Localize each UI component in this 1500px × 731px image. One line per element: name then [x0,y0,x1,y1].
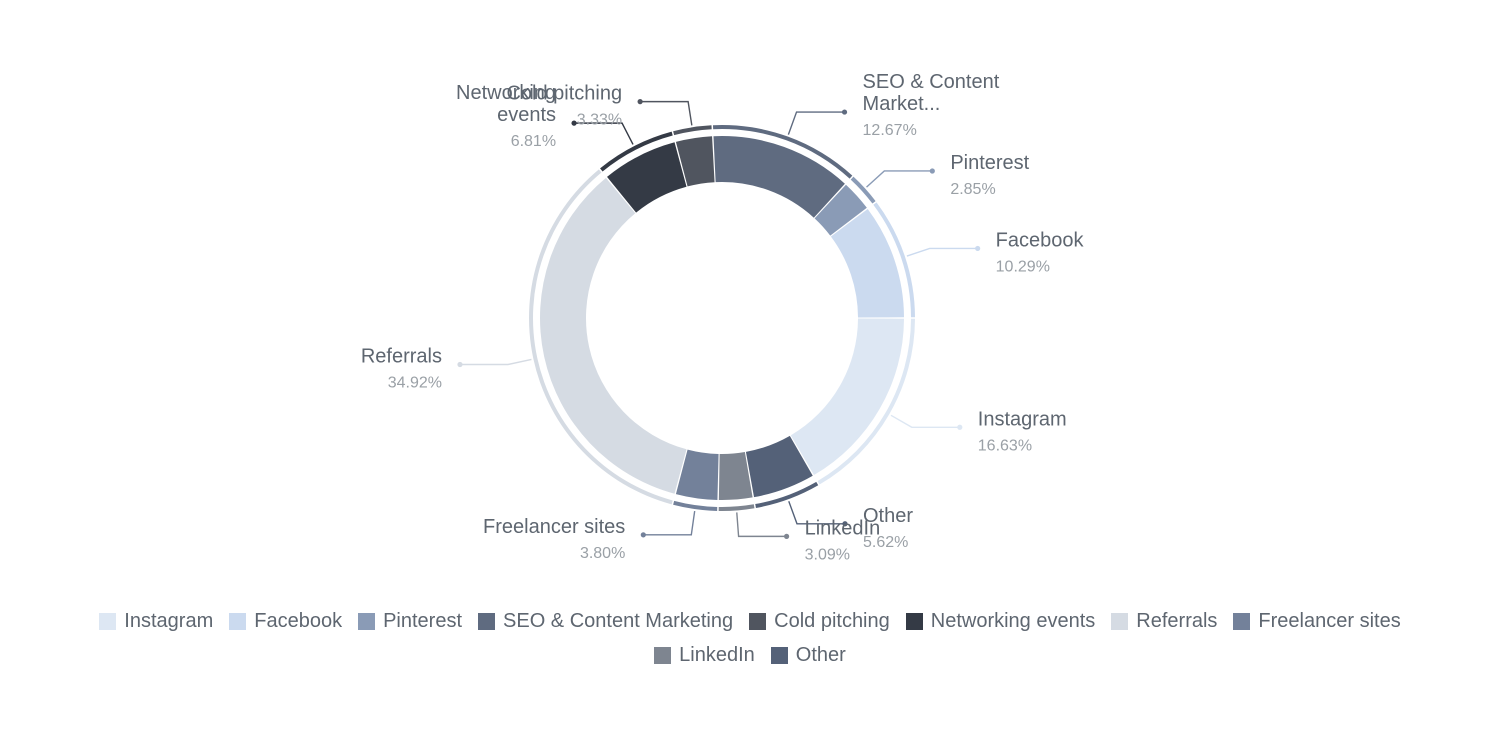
legend-item-pinterest[interactable]: Pinterest [358,610,462,633]
legend-swatch-pinterest [358,612,376,630]
slice-label-seo-and-content-marketing-line-1: SEO & Content [863,71,1000,93]
legend-label-cold-pitching: Cold pitching [774,609,890,632]
leader-dot-pinterest [929,168,935,174]
slice-outer-ring-networking-events [600,131,673,172]
slice-outer-ring-facebook [873,202,915,318]
slice-outer-ring-cold-pitching [673,125,712,136]
leader-line-seo-and-content-marketing [787,111,845,135]
slice-label-cold-pitching: Cold pitching [506,83,622,105]
legend-swatch-networking-events [905,612,923,630]
leader-line-networking-events [574,122,634,145]
legend-item-referrals[interactable]: Referrals [1111,610,1217,633]
slice-outer-ring-freelancer-sites [673,500,718,511]
legend-item-other[interactable]: Other [770,643,846,667]
slice-label-pinterest: Pinterest [950,152,1029,174]
slice-label-linkedin: LinkedIn [805,517,881,539]
legend-label-seo-and-content-marketing: SEO & Content Marketing [503,609,734,632]
leader-line-other [788,500,845,525]
legend-label-freelancer-sites: Freelancer sites [1258,609,1401,632]
leader-dot-cold-pitching [637,99,643,105]
slice-outer-ring-instagram [817,318,915,485]
leader-dot-instagram [957,424,963,430]
slice-outer-ring-other [755,481,819,508]
slice-label-referrals: Referrals [361,345,442,367]
leader-dot-other [842,521,848,527]
legend-item-linkedin[interactable]: LinkedIn [654,644,755,667]
donut-chart: Instagram 16.63% Other 5.62%LinkedIn 3.09% Fr… [361,71,1085,563]
slice-outer-ring-pinterest [850,176,876,204]
slice-pinterest[interactable] [814,184,867,236]
leader-dot-freelancer-sites [640,532,646,538]
slice-percent-seo-and-content-marketing: 12.67% [863,122,917,139]
slice-percent-referrals: 34.92% [388,374,442,391]
slice-percent-networking-events: 6.81% [511,133,556,150]
leader-line-pinterest [866,170,933,188]
legend-label-instagram: Instagram [124,609,214,632]
slice-label-seo-and-content-marketing-line-2: Market... [863,93,941,115]
legend-row-1: Instagram Facebook Pinterest SEO & Content … [0,604,1500,638]
slice-percent-instagram: 16.63% [978,437,1032,454]
leader-line-facebook [906,247,978,257]
slice-percent-freelancer-sites: 3.80% [580,545,625,562]
legend-swatch-facebook [229,612,247,630]
slice-label-other: Other [863,505,913,527]
slice-outer-ring-seo-and-content-marketing [712,125,853,179]
legend-swatch-other [770,646,788,664]
legend-label-pinterest: Pinterest [383,609,463,632]
slice-freelancer-sites[interactable] [675,449,719,500]
slice-percent-linkedin: 3.09% [805,546,850,563]
slice-linkedin[interactable] [718,452,753,500]
slice-label-networking-events-line-1: Networking [456,82,556,104]
slice-label-networking-events-line-2: events [497,104,556,126]
legend-item-networking-events[interactable]: Networking events [905,609,1096,633]
leader-dot-facebook [975,245,981,252]
leader-dot-linkedin [783,533,790,539]
slice-facebook[interactable] [830,208,904,318]
legend-label-networking-events: Networking events [930,609,1096,632]
slice-label-instagram: Instagram [978,408,1067,430]
leader-dot-seo-and-content-marketing [841,109,848,115]
legend-label-linkedin: LinkedIn [679,643,755,666]
leader-line-linkedin [736,512,787,538]
legend: Instagram Facebook Pinterest SEO & Content … [0,604,1500,672]
slice-label-facebook: Facebook [996,229,1085,251]
slice-label-freelancer-sites: Freelancer sites [483,516,625,538]
legend-item-facebook[interactable]: Facebook [229,610,342,633]
slice-seo-and-content-marketing[interactable] [713,135,845,218]
leader-dot-referrals [457,361,463,368]
legend-label-facebook: Facebook [254,609,343,632]
slice-cold-pitching[interactable] [675,136,715,187]
legend-swatch-linkedin [654,646,672,664]
slice-outer-ring-linkedin [718,504,755,511]
legend-swatch-instagram [99,612,117,630]
legend-row-2: LinkedIn Other [0,638,1500,672]
leader-line-cold-pitching [640,100,693,126]
legend-item-instagram[interactable]: Instagram [99,610,213,633]
legend-item-freelancer-sites[interactable]: Freelancer sites [1233,609,1401,633]
legend-item-cold-pitching[interactable]: Cold pitching [749,610,890,633]
slice-percent-pinterest: 2.85% [950,181,995,198]
leader-dot-networking-events [571,120,577,126]
slice-other[interactable] [745,435,813,498]
slice-networking-events[interactable] [607,142,687,213]
legend-label-referrals: Referrals [1136,609,1218,632]
legend-swatch-cold-pitching [749,612,767,630]
slice-instagram[interactable] [790,318,904,476]
slice-percent-other: 5.62% [863,534,908,551]
slice-referrals[interactable] [540,177,687,494]
slice-percent-cold-pitching: 3.33% [577,112,622,129]
legend-swatch-referrals [1111,612,1129,630]
leader-line-referrals [459,358,532,366]
leader-line-freelancer-sites [643,510,696,536]
legend-swatch-seo-and-content-marketing [478,612,496,630]
legend-label-other: Other [795,643,846,666]
slice-percent-facebook: 10.29% [996,258,1050,275]
legend-swatch-freelancer-sites [1233,612,1251,630]
leader-line-instagram [890,414,960,428]
legend-item-seo-and-content-marketing[interactable]: SEO & Content Marketing [478,610,733,633]
